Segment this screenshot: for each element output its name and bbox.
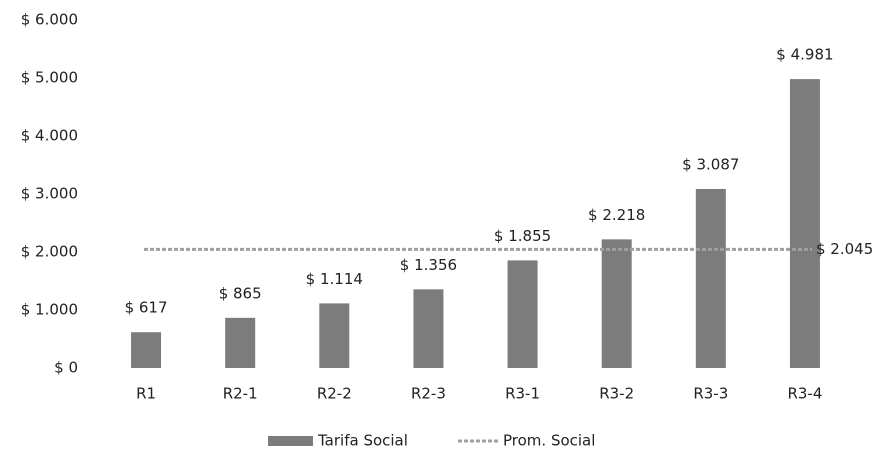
- bar: [131, 332, 162, 368]
- legend-label: Tarifa Social: [317, 432, 408, 450]
- data-label: $ 3.087: [682, 155, 739, 173]
- bar: [789, 79, 820, 369]
- data-label: $ 865: [219, 284, 262, 302]
- data-label: $ 2.218: [588, 206, 645, 224]
- x-tick-label: R2-2: [317, 385, 352, 403]
- bar: [601, 239, 632, 368]
- bar: [225, 317, 256, 368]
- y-tick-label: $ 2.000: [21, 243, 78, 261]
- x-tick-label: R1: [136, 385, 156, 403]
- x-tick-label: R3-2: [599, 385, 634, 403]
- bar: [507, 260, 538, 368]
- data-label: $ 617: [125, 299, 168, 317]
- data-label: $ 1.855: [494, 227, 551, 245]
- bar: [695, 188, 726, 368]
- x-tick-label: R2-3: [411, 385, 446, 403]
- data-label: $ 4.981: [776, 46, 833, 64]
- x-tick-label: R3-3: [693, 385, 728, 403]
- bar: [413, 289, 444, 368]
- y-tick-label: $ 5.000: [21, 69, 78, 87]
- x-tick-label: R2-1: [223, 385, 258, 403]
- y-tick-label: $ 1.000: [21, 301, 78, 319]
- y-tick-label: $ 3.000: [21, 185, 78, 203]
- y-tick-label: $ 6.000: [21, 11, 78, 29]
- x-tick-label: R3-4: [787, 385, 822, 403]
- x-tick-label: R3-1: [505, 385, 540, 403]
- y-tick-label: $ 0: [54, 359, 78, 377]
- bar: [319, 303, 350, 368]
- data-label: $ 1.114: [306, 270, 363, 288]
- legend-label: Prom. Social: [503, 432, 595, 450]
- reference-label: $ 2.045: [816, 240, 873, 258]
- legend-swatch: [268, 436, 313, 446]
- y-tick-label: $ 4.000: [21, 127, 78, 145]
- data-label: $ 1.356: [400, 256, 457, 274]
